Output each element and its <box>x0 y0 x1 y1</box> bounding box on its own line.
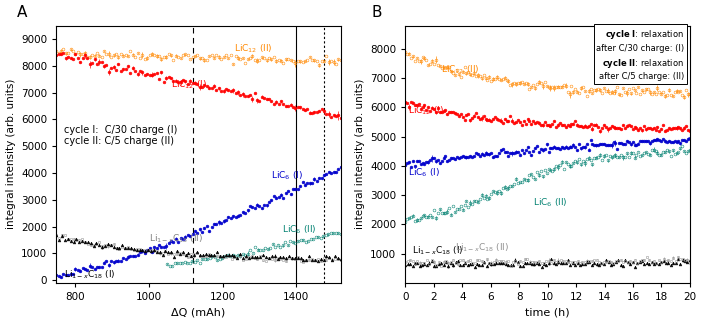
Y-axis label: integral intensity (arb. units): integral intensity (arb. units) <box>6 79 15 229</box>
Text: LiC$_6$ (II): LiC$_6$ (II) <box>282 223 316 235</box>
Text: $\mathbf{cycle\ I}$: relaxation
after C/30 charge: (I)
$\mathbf{cycle\ II}$: rel: $\mathbf{cycle\ I}$: relaxation after C/… <box>596 28 684 81</box>
Text: B: B <box>371 5 382 20</box>
Text: LiC$_{12}$ (II): LiC$_{12}$ (II) <box>441 63 479 76</box>
Y-axis label: integral intensity (arb. units): integral intensity (arb. units) <box>355 79 364 229</box>
Text: Li$_{1-x}$C$_{18}$ (I): Li$_{1-x}$C$_{18}$ (I) <box>64 268 115 281</box>
Text: Li$_{1-x}$C$_{18}$ (I): Li$_{1-x}$C$_{18}$ (I) <box>413 245 464 257</box>
Text: LiC$_{12}$ (I): LiC$_{12}$ (I) <box>409 104 444 117</box>
Text: A: A <box>16 5 27 20</box>
X-axis label: time (h): time (h) <box>525 307 570 318</box>
Text: Li$_{1-x}$C$_{18}$ (II): Li$_{1-x}$C$_{18}$ (II) <box>455 242 510 254</box>
Text: LiC$_{12}$ (II): LiC$_{12}$ (II) <box>234 42 272 55</box>
Text: LiC$_{12}$ (I): LiC$_{12}$ (I) <box>171 78 206 91</box>
X-axis label: ΔQ (mAh): ΔQ (mAh) <box>171 307 225 318</box>
Text: LiC$_6$ (I): LiC$_6$ (I) <box>409 167 440 180</box>
Text: cycle I:  C/30 charge (I)
cycle II: C/5 charge (II): cycle I: C/30 charge (I) cycle II: C/5 c… <box>64 125 177 146</box>
Text: LiC$_6$ (II): LiC$_6$ (II) <box>534 196 568 209</box>
Text: LiC$_6$ (I): LiC$_6$ (I) <box>270 169 303 182</box>
Text: Li$_{1-x}$C$_{18}$ (II): Li$_{1-x}$C$_{18}$ (II) <box>149 232 203 245</box>
